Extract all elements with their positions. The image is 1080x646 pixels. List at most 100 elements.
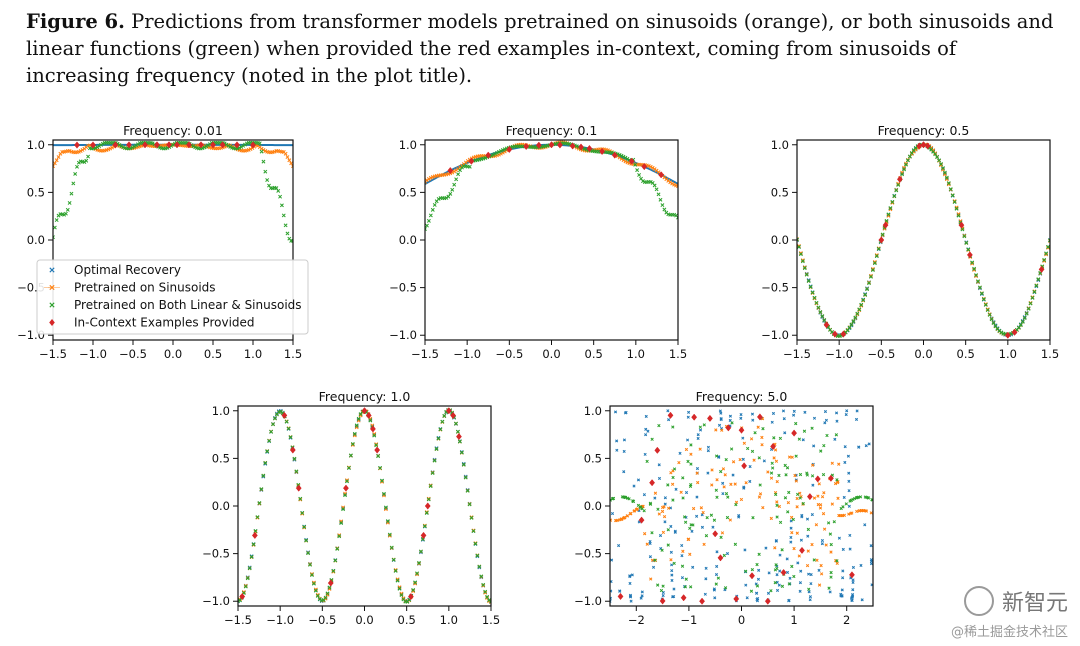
both-point	[749, 589, 754, 593]
optimal-point	[691, 565, 695, 569]
sinusoid-point	[728, 518, 732, 522]
both-point	[255, 515, 260, 520]
both-point	[298, 496, 303, 501]
both-point	[964, 241, 969, 245]
both-point	[389, 545, 394, 550]
example-point	[343, 484, 349, 492]
both-point	[243, 584, 248, 589]
both-point	[333, 558, 338, 563]
optimal-point	[811, 483, 815, 487]
sinusoid-point	[819, 563, 823, 568]
both-point	[755, 584, 760, 588]
both-point	[746, 446, 750, 451]
sinusoid-point	[625, 514, 630, 518]
optimal-point	[766, 591, 771, 595]
sinusoid-point	[632, 509, 636, 513]
x-tick-label: 0.0	[542, 347, 560, 361]
optimal-point	[803, 410, 807, 414]
both-point	[880, 232, 885, 237]
chart-panel-3: Frequency: 0.5 −1.5 −1.0 −0.5 0.0 0.5 1.0 1.5 −1…	[761, 123, 1059, 361]
example-point	[717, 554, 724, 562]
sinusoid-point	[946, 182, 951, 187]
optimal-point	[942, 171, 947, 176]
both-point	[671, 475, 675, 480]
x-tick-label: 0	[738, 613, 745, 627]
sinusoid-point	[739, 497, 744, 502]
both-point	[689, 462, 693, 466]
sinusoid-point	[798, 491, 802, 495]
both-point	[863, 495, 867, 499]
example-point	[749, 572, 755, 580]
sinusoid-point	[822, 527, 827, 531]
both-point	[304, 538, 309, 543]
x-tick-label: 0.0	[164, 347, 182, 361]
both-point	[372, 433, 377, 438]
both-point	[977, 285, 982, 290]
optimal-point	[751, 418, 755, 422]
both-point	[251, 542, 256, 547]
both-point	[798, 472, 803, 477]
both-point	[469, 515, 474, 520]
sinusoid-point	[285, 155, 290, 160]
both-point	[457, 439, 462, 444]
both-point	[461, 462, 466, 467]
sinusoid-point	[824, 543, 828, 547]
both-point	[257, 141, 262, 146]
optimal-point	[806, 534, 810, 538]
both-point	[791, 517, 795, 522]
both-point	[653, 558, 657, 562]
optimal-point	[783, 431, 787, 435]
sinusoid-point	[670, 482, 675, 486]
optimal-point	[778, 569, 782, 573]
both-point	[276, 188, 281, 193]
optimal-point	[792, 409, 796, 413]
sinusoid-point	[723, 473, 727, 477]
both-point	[191, 144, 196, 149]
both-point	[761, 427, 765, 431]
both-point	[770, 461, 774, 465]
example-point	[166, 141, 172, 149]
x-tick-label: −1.0	[79, 347, 107, 361]
optimal-point	[674, 487, 678, 491]
both-point	[835, 559, 839, 563]
example-point	[407, 592, 414, 601]
example-point	[557, 141, 563, 149]
sinusoid-point	[822, 491, 826, 495]
both-point	[426, 497, 431, 502]
sinusoid-point	[660, 509, 665, 514]
sinusoid-point	[241, 590, 246, 595]
x-tick-label: 1.5	[1041, 347, 1059, 361]
optimal-point	[432, 457, 437, 462]
both-point	[689, 523, 693, 527]
example-point	[126, 141, 132, 149]
sinusoid-point	[481, 583, 486, 588]
optimal-point	[798, 589, 802, 593]
both-point	[712, 518, 717, 522]
both-point	[730, 421, 734, 425]
example-point	[799, 546, 805, 555]
both-point	[676, 215, 678, 220]
both-point	[989, 317, 994, 322]
sinusoid-point	[769, 516, 773, 521]
both-point	[645, 459, 649, 464]
both-point	[382, 491, 386, 496]
both-point	[689, 443, 693, 447]
optimal-point	[748, 479, 752, 483]
both-point	[1024, 311, 1029, 316]
optimal-point	[661, 593, 665, 598]
both-point	[63, 211, 68, 216]
optimal-point	[684, 490, 689, 495]
both-point	[454, 177, 459, 182]
both-point	[744, 569, 748, 573]
both-point	[387, 532, 392, 537]
sinusoid-point	[952, 199, 957, 204]
both-point	[481, 582, 486, 587]
optimal-point	[669, 550, 673, 554]
both-point	[345, 479, 349, 484]
both-point	[991, 321, 996, 325]
both-point	[300, 510, 305, 515]
sinusoid-point	[795, 531, 799, 535]
optimal-point	[840, 593, 844, 598]
sinusoid-point	[775, 500, 779, 504]
